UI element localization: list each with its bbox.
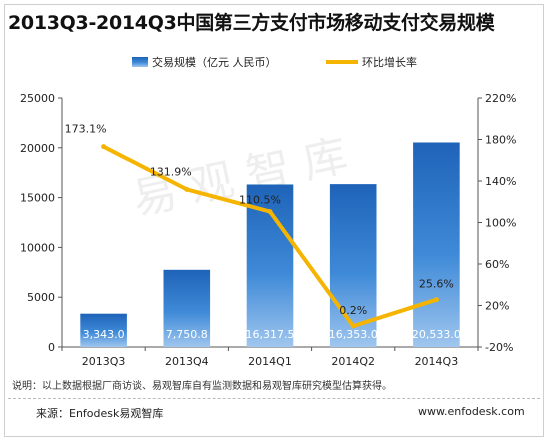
- y-left-tick-label: 20000: [20, 142, 55, 155]
- growth-label: 173.1%: [65, 123, 107, 136]
- source-url: www.enfodesk.com: [418, 405, 525, 418]
- growth-point: [184, 186, 190, 192]
- growth-point: [101, 144, 107, 150]
- growth-point: [433, 297, 439, 303]
- bar: [80, 313, 127, 347]
- bar-value-label: 7,750.8: [166, 328, 208, 341]
- legend-line-label: 环比增长率: [362, 55, 417, 69]
- chart-source: 来源：Enfodesk易观智库: [36, 407, 164, 420]
- bar: [163, 269, 211, 347]
- legend-bar-label: 交易规模（亿元 人民币）: [152, 55, 277, 69]
- y-right-tick-label: 180%: [485, 134, 516, 147]
- y-right-tick-label: 100%: [485, 217, 516, 230]
- y-left-tick-label: 15000: [20, 192, 55, 205]
- x-tick-label: 2013Q4: [165, 355, 209, 368]
- y-right-tick-label: 20%: [485, 300, 509, 313]
- y-right-tick-label: 220%: [485, 92, 516, 105]
- y-right-tick-label: 60%: [485, 258, 509, 271]
- chart-title: 2013Q3-2014Q3中国第三方支付市场移动支付交易规模: [8, 12, 495, 34]
- x-tick-label: 2014Q1: [248, 355, 292, 368]
- growth-label: 25.6%: [419, 278, 454, 291]
- x-tick-label: 2013Q3: [82, 355, 126, 368]
- y-right-tick-label: 140%: [485, 175, 516, 188]
- x-tick-label: 2014Q2: [331, 355, 375, 368]
- y-left-tick-label: 0: [48, 341, 55, 354]
- growth-label: 131.9%: [150, 165, 192, 178]
- y-right-tick-label: -20%: [485, 341, 513, 354]
- growth-label: 0.2%: [339, 304, 367, 317]
- y-left-tick-label: 25000: [20, 92, 55, 105]
- x-tick-label: 2014Q3: [415, 355, 459, 368]
- bar-value-label: 20,533.0: [412, 328, 461, 341]
- y-left-tick-label: 5000: [27, 291, 55, 304]
- growth-label: 110.5%: [239, 194, 281, 207]
- bar: [413, 142, 460, 347]
- growth-point: [267, 209, 273, 215]
- bar-value-label: 16,317.5: [246, 328, 295, 341]
- footer-separator: [8, 398, 540, 399]
- bar-value-label: 16,353.0: [329, 328, 378, 341]
- legend-bar-swatch: [132, 57, 148, 67]
- y-left-tick-label: 10000: [20, 241, 55, 254]
- bar-value-label: 3,343.0: [83, 328, 125, 341]
- growth-point: [350, 323, 356, 329]
- chart-note: 说明：以上数据根据厂商访谈、易观智库自有监测数据和易观智库研究模型估算获得。: [12, 381, 392, 392]
